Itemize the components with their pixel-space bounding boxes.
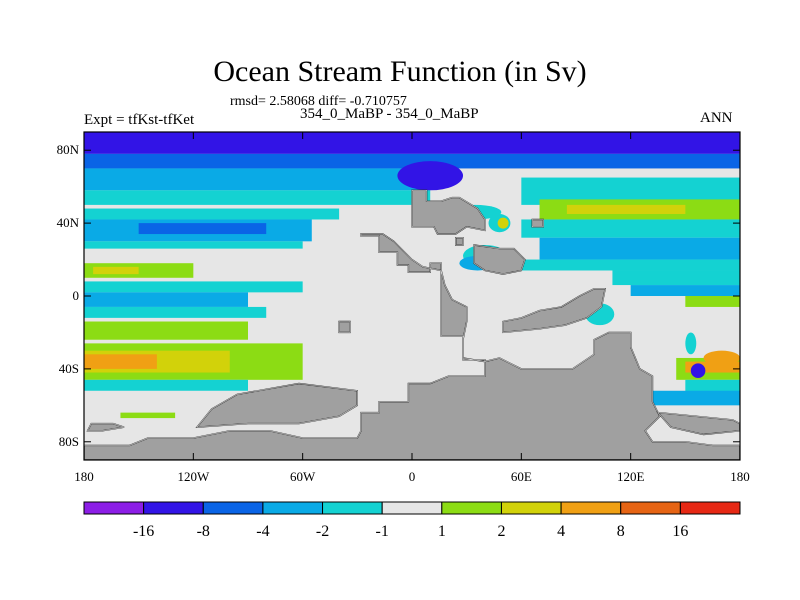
- x-tick-label-3: 0: [409, 469, 416, 484]
- land-mass-inner-outline-0: [84, 233, 740, 460]
- y-tick-label-2: 0: [73, 288, 80, 303]
- field-band-29: [685, 361, 740, 373]
- colorbar-label-5: 1: [438, 523, 446, 540]
- x-tick-label-4: 60E: [511, 469, 532, 484]
- x-tick-label-2: 60W: [290, 469, 316, 484]
- colorbar-label-7: 4: [557, 523, 565, 540]
- field-band-22: [84, 354, 157, 369]
- land-mass-inner-outline-9: [87, 423, 125, 432]
- x-tick-label-1: 120W: [177, 469, 210, 484]
- field-band-8: [539, 237, 740, 260]
- field-band-16: [84, 281, 303, 293]
- colorbar-swatch-0: [83, 501, 145, 515]
- land-mass-inner-outline-7: [196, 383, 358, 428]
- season-label: ANN: [700, 110, 733, 126]
- field-blob-0: [397, 161, 464, 191]
- chart-title: Ocean Stream Function (in Sv): [213, 55, 587, 88]
- field-band-10: [84, 208, 340, 220]
- field-band-26: [630, 285, 740, 296]
- field-band-9: [521, 259, 740, 271]
- land-mass-5: [455, 236, 464, 246]
- field-band-1: [84, 153, 740, 169]
- colorbar-swatch-10: [679, 501, 741, 515]
- x-tick-label-6: 180: [730, 469, 750, 484]
- field-band-17: [84, 292, 248, 307]
- field-band-0: [84, 132, 740, 154]
- field-band-2: [84, 168, 431, 191]
- land-mass-inner-outline-5: [455, 237, 464, 246]
- colorbar-label-6: 2: [497, 523, 505, 540]
- land-mass-inner-outline-1: [411, 190, 486, 235]
- axes: 180 120W 60W 0 60E 120E 180 80N 40N 0 40S 80S: [57, 132, 750, 484]
- colorbar-label-8: 8: [617, 523, 625, 540]
- land-mass-6: [531, 218, 544, 228]
- colorbar-swatch-5: [381, 501, 443, 515]
- x-tick-label-0: 180: [74, 469, 94, 484]
- colorbar-swatch-8: [560, 501, 622, 515]
- field-band-6: [566, 204, 686, 214]
- field-band-3: [84, 190, 431, 205]
- colorbar-swatch-3: [262, 501, 324, 515]
- field-blob-8: [685, 332, 697, 355]
- map-plot-area: [84, 132, 740, 460]
- field-band-13: [84, 241, 303, 249]
- experiment-label: Expt = tfKst-tfKet: [84, 112, 195, 128]
- field-band-15: [93, 266, 139, 275]
- land-mass-inner-outline-8: [657, 412, 740, 435]
- y-tick-label-0: 80N: [57, 142, 80, 157]
- field-band-18: [84, 306, 267, 318]
- colorbar-swatch-4: [322, 501, 383, 515]
- field-blob-2: [497, 217, 509, 229]
- colorbar-swatch-6: [441, 501, 502, 515]
- colorbar-swatch-9: [620, 501, 681, 515]
- colorbar-swatch-7: [500, 501, 562, 515]
- y-tick-label-4: 80S: [59, 434, 79, 449]
- land-mass-4: [338, 320, 351, 334]
- colorbar-label-9: 16: [672, 523, 688, 540]
- land-mass-inner-outline-4: [338, 321, 351, 333]
- colorbar-swatch-1: [143, 501, 204, 515]
- colorbar-label-2: -4: [256, 523, 269, 540]
- case-label: 354_0_MaBP - 354_0_MaBP: [300, 106, 479, 122]
- colorbar-label-1: -8: [197, 523, 210, 540]
- stats-label: rmsd= 2.58068 diff= -0.710757: [230, 94, 407, 109]
- field-blob-9: [703, 350, 740, 366]
- field-bands: [84, 132, 740, 419]
- field-band-27: [685, 296, 740, 307]
- x-tick-label-5: 120E: [617, 469, 645, 484]
- field-band-25: [612, 270, 740, 286]
- field-band-23: [84, 379, 248, 391]
- field-band-12: [138, 223, 267, 235]
- field-band-19: [84, 321, 248, 340]
- colorbar: -16 -8 -4 -2 -1 1 2 4 8 16: [83, 501, 741, 540]
- land-masses: [84, 189, 740, 460]
- y-tick-label-3: 40S: [59, 361, 79, 376]
- y-tick-label-1: 40N: [57, 215, 80, 230]
- land-mass-inner-outline-3: [502, 288, 606, 333]
- land-mass-inner-outline-6: [531, 219, 544, 228]
- colorbar-label-0: -16: [133, 523, 154, 540]
- colorbar-swatch-2: [202, 501, 264, 515]
- field-band-7: [521, 219, 740, 238]
- field-band-24: [120, 412, 176, 419]
- land-mass-inner-outline-2: [473, 244, 526, 275]
- colorbar-label-4: -1: [376, 523, 389, 540]
- colorbar-label-3: -2: [316, 523, 329, 540]
- field-blob-7: [690, 363, 706, 379]
